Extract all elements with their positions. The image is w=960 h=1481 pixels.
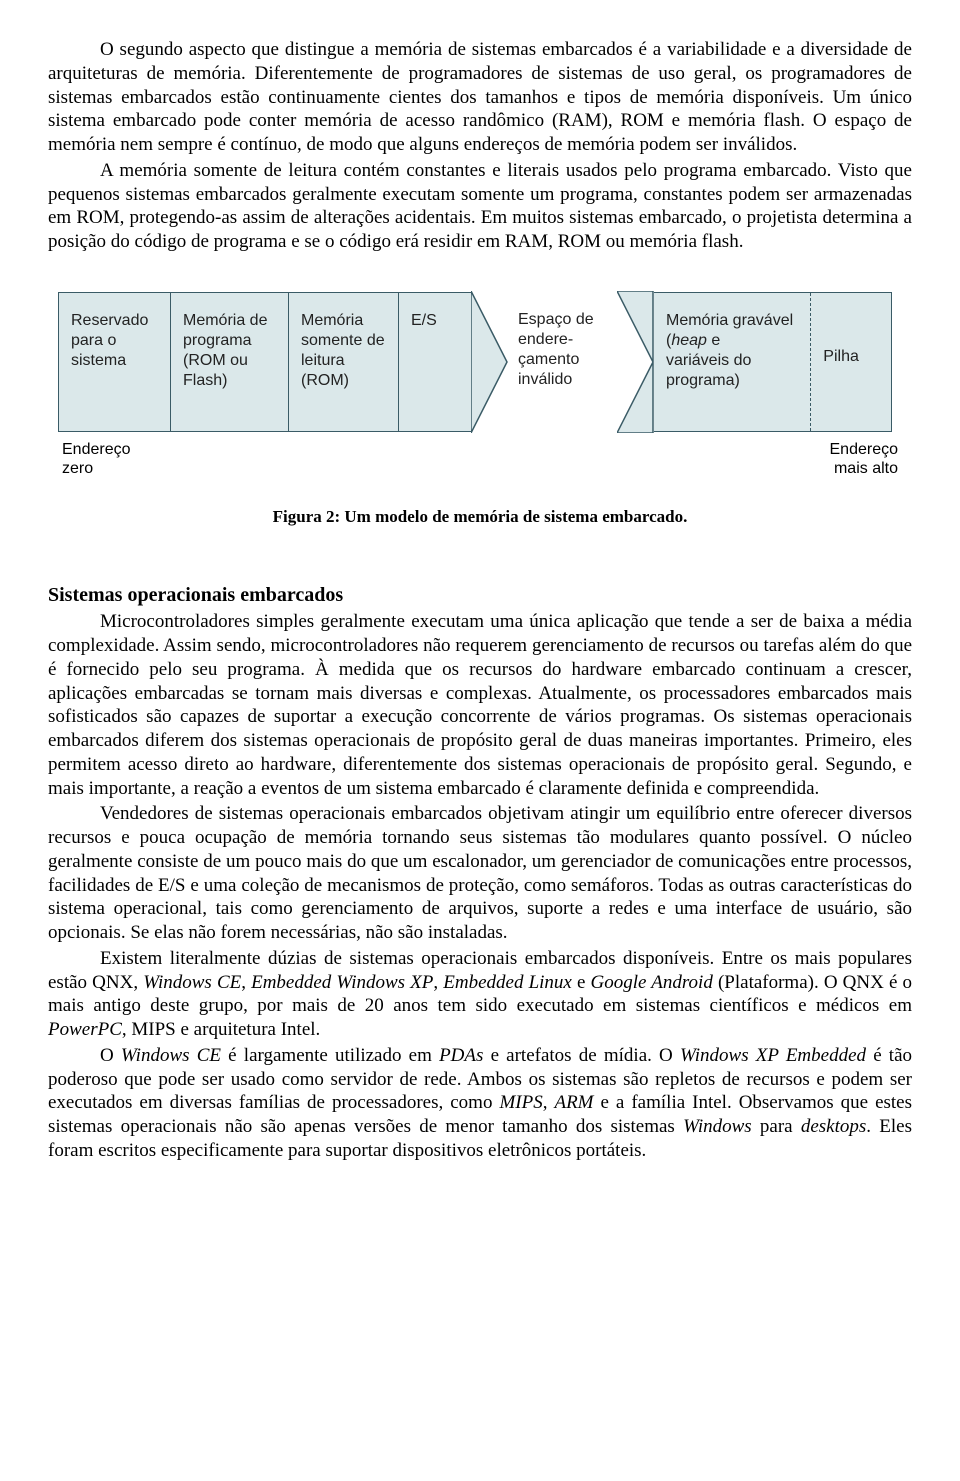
mem-box-rom: Memória somente de leitura (ROM) <box>288 292 398 432</box>
addr-line: zero <box>62 460 93 477</box>
text-run: O <box>100 1045 121 1066</box>
mem-label-italic: heap <box>671 332 707 349</box>
figure-2: Reservado para o sistema Memória de prog… <box>58 292 902 528</box>
section-heading: Sistemas operacionais embarcados <box>48 583 912 608</box>
text-italic: Embedded Linux <box>443 972 572 993</box>
address-zero-label: Endereço zero <box>62 440 131 478</box>
text-run: e <box>572 972 591 993</box>
addr-line: Endereço <box>830 441 899 458</box>
mem-box-label: Memória de programa (ROM ou Flash) <box>183 311 278 391</box>
text-run: para <box>752 1116 801 1137</box>
text-italic: Windows XP Embedded <box>680 1045 866 1066</box>
text-italic: Windows <box>683 1116 752 1137</box>
text-italic: Windows CE <box>121 1045 221 1066</box>
mem-box-right-group: Memória gravável (heap e variáveis do pr… <box>654 292 892 432</box>
text-italic: MIPS <box>499 1092 542 1113</box>
mem-label-line: e <box>707 332 720 349</box>
mem-box-label: Pilha <box>823 347 859 367</box>
memory-diagram: Reservado para o sistema Memória de prog… <box>58 292 902 432</box>
mem-box-label: Memória somente de leitura (ROM) <box>301 311 388 391</box>
text-italic: Google Android <box>591 972 713 993</box>
mem-box-reserved: Reservado para o sistema <box>58 292 170 432</box>
mem-box-program: Memória de programa (ROM ou Flash) <box>170 292 288 432</box>
paragraph-4: Vendedores de sistemas operacionais emba… <box>48 802 912 945</box>
mem-label-line: variáveis do programa) <box>666 352 751 389</box>
mem-gap-invalid: Espaço de endere-çamento inválido <box>508 292 618 432</box>
mem-arrow-right <box>472 292 508 432</box>
text-run: , <box>433 972 443 993</box>
text-run: é largamente utilizado em <box>221 1045 439 1066</box>
paragraph-5: Existem literalmente dúzias de sistemas … <box>48 947 912 1042</box>
paragraph-6: O Windows CE é largamente utilizado em P… <box>48 1044 912 1163</box>
mem-gap-label: Espaço de endere-çamento inválido <box>518 310 608 390</box>
text-italic: ARM <box>554 1092 593 1113</box>
mem-box-writable: Memória gravável (heap e variáveis do pr… <box>654 293 811 431</box>
mem-box-label: Memória gravável (heap e variáveis do pr… <box>666 312 793 389</box>
mem-box-io: E/S <box>398 292 472 432</box>
text-italic: PowerPC <box>48 1019 122 1040</box>
text-run: , MIPS e arquitetura Intel. <box>122 1019 320 1040</box>
address-high-label: Endereço mais alto <box>830 440 899 478</box>
text-italic: Embedded Windows XP <box>251 972 433 993</box>
text-italic: PDAs <box>439 1045 483 1066</box>
paragraph-1: O segundo aspecto que distingue a memóri… <box>48 38 912 157</box>
addr-line: Endereço <box>62 441 131 458</box>
paragraph-2: A memória somente de leitura contém cons… <box>48 159 912 254</box>
mem-box-label: Reservado para o sistema <box>71 311 160 371</box>
text-run: , <box>241 972 251 993</box>
text-italic: Windows CE <box>143 972 241 993</box>
figure-caption: Figura 2: Um modelo de memória de sistem… <box>58 506 902 527</box>
paragraph-3: Microcontroladores simples geralmente ex… <box>48 610 912 800</box>
text-italic: desktops <box>801 1116 866 1137</box>
address-labels: Endereço zero Endereço mais alto <box>58 440 902 478</box>
addr-line: mais alto <box>834 460 898 477</box>
mem-label-line: Memória gravável <box>666 312 793 329</box>
mem-box-label: E/S <box>411 311 437 331</box>
text-run: , <box>543 1092 555 1113</box>
mem-arrow-left-notch <box>618 292 654 432</box>
text-run: e artefatos de mídia. O <box>483 1045 680 1066</box>
mem-box-stack: Pilha <box>811 293 891 431</box>
